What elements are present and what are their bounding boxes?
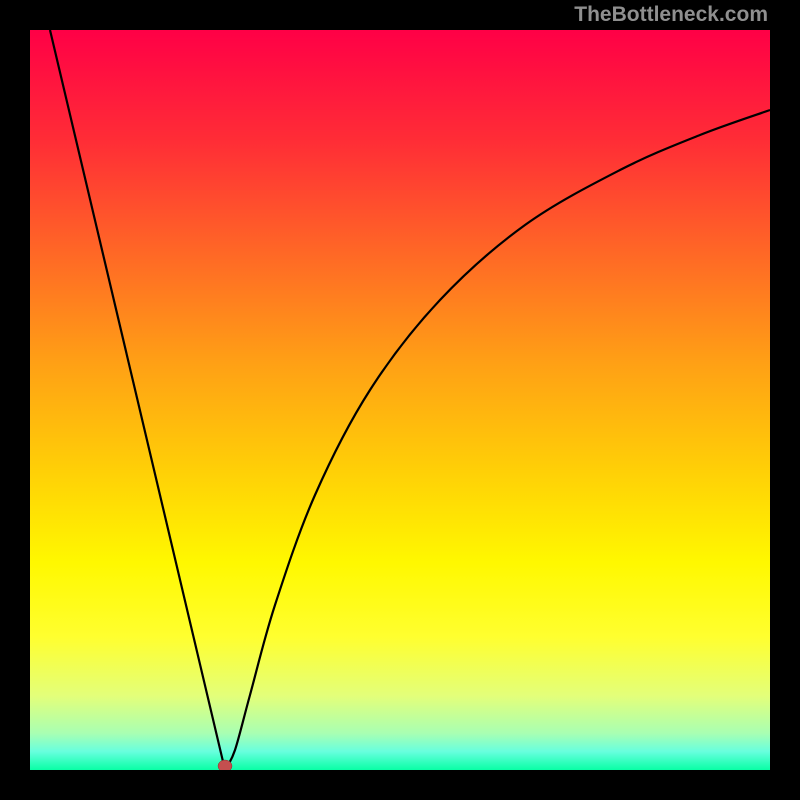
border-left [0, 0, 30, 800]
plot-svg [30, 30, 770, 770]
plot-area [30, 30, 770, 770]
chart-container: TheBottleneck.com [0, 0, 800, 800]
minimum-marker [218, 760, 232, 770]
border-right [770, 0, 800, 800]
watermark-text: TheBottleneck.com [574, 3, 768, 27]
border-bottom [0, 770, 800, 800]
gradient-background [30, 30, 770, 770]
